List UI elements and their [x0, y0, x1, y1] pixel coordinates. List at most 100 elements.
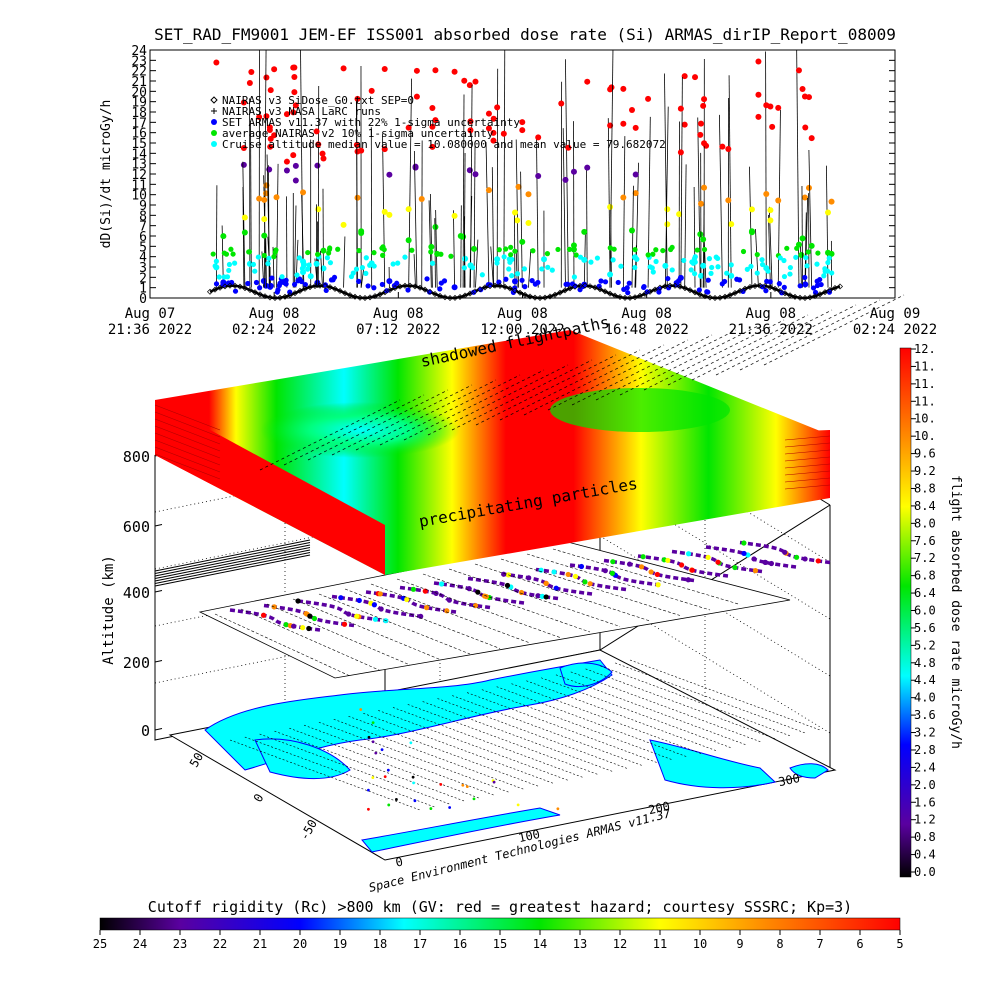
continent-map	[204, 659, 829, 853]
nairas-diamond-marker	[257, 291, 263, 298]
armas-spike-line	[491, 167, 495, 288]
nairas-diamond-marker	[562, 287, 568, 294]
armas-data-point	[689, 259, 695, 265]
z-tick-label: 600	[123, 518, 150, 536]
armas-data-point	[535, 134, 542, 141]
dose-colorbar-tick-label: 6.8	[914, 569, 936, 583]
armas-spike-line	[242, 187, 245, 288]
nairas-diamond-marker	[447, 294, 453, 301]
armas-spike-line	[607, 118, 611, 288]
armas-data-point	[677, 149, 684, 156]
orbit-track-point	[768, 560, 775, 567]
nairas-diamond-marker	[577, 282, 583, 289]
dose-colorbar: 0.0 0.4 0.8 1.2 1.6 2.0 2.4 2.8 3.2 3.6 4.0 4.4 4.8 5…	[899, 342, 963, 879]
nairas-diamond-marker	[357, 294, 363, 301]
y-tick-label: 23	[131, 54, 147, 69]
nairas-diamond-marker	[392, 285, 398, 292]
armas-data-point	[300, 258, 307, 265]
nairas-diamond-marker	[252, 289, 258, 296]
armas-data-point	[628, 107, 635, 114]
armas-data-point	[787, 264, 793, 271]
armas-data-point	[763, 288, 769, 294]
armas-data-point	[255, 254, 262, 260]
orbit-plane-line	[422, 573, 591, 633]
legend-marker-dot	[211, 141, 217, 147]
armas-data-point	[794, 245, 800, 251]
nairas-diamond-marker	[372, 293, 378, 300]
orbit-track-point	[345, 611, 352, 617]
armas-data-point	[494, 256, 501, 263]
x-tick-label-time: 02:24 2022	[232, 322, 316, 338]
dose-colorbar-tick-label: 8.8	[914, 481, 936, 495]
armas-spike-line	[408, 78, 412, 288]
nairas-diamond-marker	[637, 292, 643, 299]
nairas-diamond-marker	[582, 282, 588, 289]
armas-spike-line	[586, 167, 588, 288]
armas-data-point	[248, 68, 255, 75]
armas-data-point	[826, 255, 832, 261]
slab-edge-line	[784, 449, 831, 455]
slab-shadow-track	[523, 344, 665, 416]
armas-data-point	[545, 264, 551, 270]
orbit-track-point	[306, 625, 312, 632]
orbit-track-point	[640, 554, 646, 560]
armas-spike-line	[215, 185, 218, 288]
armas-data-point	[801, 194, 808, 201]
x-tick-label-date: Aug 07	[125, 306, 176, 322]
armas-data-point	[438, 251, 444, 257]
armas-data-point	[294, 272, 300, 278]
nairas-diamond-marker	[277, 294, 283, 301]
rigidity-colorbar-gradient	[99, 917, 901, 931]
slab-shadow-track	[643, 319, 785, 391]
time-series-data	[207, 49, 843, 301]
orbit-track-point	[538, 567, 544, 573]
armas-data-point	[395, 260, 401, 266]
nairas-diamond-marker	[507, 285, 513, 292]
x-tick-label-time: 21:36 2022	[108, 322, 192, 338]
nairas-diamond-marker	[222, 283, 228, 290]
nairas-diamond-marker	[772, 285, 778, 292]
z-tick-mark	[154, 590, 163, 593]
orbit-track-point	[609, 570, 615, 576]
orbit-track-point	[648, 569, 654, 575]
orbit-stack-line	[154, 539, 311, 572]
nairas-diamond-marker	[442, 294, 448, 301]
ground-track-line	[570, 671, 761, 743]
armas-data-point	[213, 258, 219, 264]
armas-data-point	[748, 229, 755, 236]
armas-data-point	[598, 278, 604, 284]
longitude-ticks: 0 100 200 300	[394, 771, 801, 870]
slab-edge-line	[784, 456, 831, 462]
slab-edge-line	[154, 425, 221, 452]
armas-data-point	[681, 73, 688, 80]
armas-data-point	[828, 198, 835, 205]
armas-data-point	[799, 85, 806, 92]
nairas-diamond-marker	[537, 295, 543, 301]
ground-track-point	[472, 797, 476, 801]
nairas-diamond-marker	[702, 293, 708, 300]
armas-data-point	[314, 279, 321, 286]
orbit-track-point	[638, 564, 645, 570]
orbit-plane-line	[500, 558, 681, 616]
latitude-tick-label: -50	[297, 817, 320, 843]
armas-data-point	[810, 285, 817, 291]
armas-data-point	[767, 103, 774, 110]
ground-track-line	[244, 736, 435, 808]
armas-data-point	[273, 194, 280, 201]
orbit-track-point	[705, 554, 711, 560]
continent-americas	[649, 739, 777, 789]
rigidity-colorbar-label: Cutoff rigidity (Rc) >800 km (GV: red = …	[148, 898, 852, 916]
armas-data-point	[607, 122, 614, 129]
y-tick-label: 16	[131, 127, 147, 142]
y-tick-label: 5	[139, 240, 147, 255]
armas-data-point	[232, 260, 238, 266]
orbit-track-point	[356, 597, 362, 604]
ground-track-point	[409, 741, 413, 745]
armas-data-point	[485, 110, 492, 117]
armas-data-point	[584, 78, 591, 85]
orbit-track-point	[481, 593, 488, 599]
legend-entry: NAIRAS v3 SiDose_G0.txt SEP=0	[222, 94, 414, 107]
armas-data-point	[755, 58, 762, 65]
z-tick-mark	[154, 524, 163, 527]
